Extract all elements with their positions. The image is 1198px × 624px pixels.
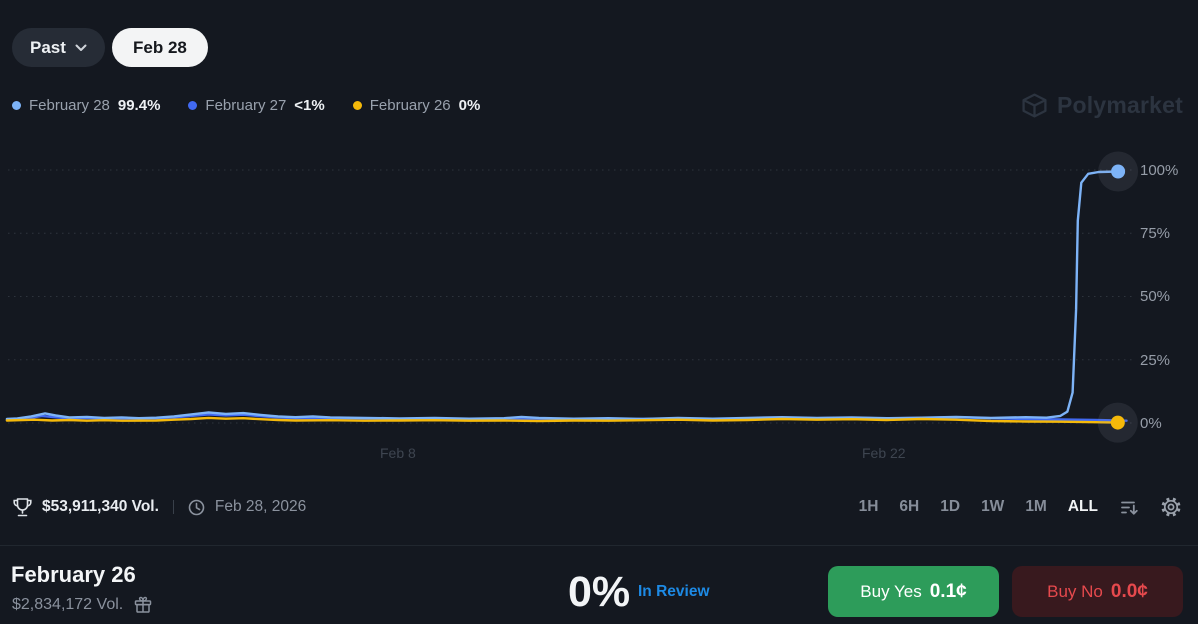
range-button-1d[interactable]: 1D xyxy=(940,498,961,515)
settings-button[interactable] xyxy=(1160,496,1182,518)
price-chart[interactable] xyxy=(0,150,1198,480)
polymarket-logo-icon xyxy=(1022,93,1047,118)
range-button-1h[interactable]: 1H xyxy=(858,498,879,515)
chevron-down-icon xyxy=(75,44,87,51)
legend-dot xyxy=(12,101,21,110)
market-end-date: Feb 28, 2026 xyxy=(214,498,307,515)
range-button-1m[interactable]: 1M xyxy=(1025,498,1047,515)
legend-dot xyxy=(188,101,198,110)
polymarket-watermark: Polymarket xyxy=(1021,92,1183,119)
divider xyxy=(172,500,174,514)
time-range-bar: 1H 6H 1D 1W 1M ALL xyxy=(859,494,1182,520)
y-axis-tick-label: 25% xyxy=(1140,352,1171,369)
market-stats-row: $53,911,340 Vol. Feb 28, 2026 xyxy=(13,495,306,519)
legend-item-feb-27[interactable]: February 27 <1% xyxy=(188,97,325,114)
y-axis-tick-label: 100% xyxy=(1140,162,1179,179)
x-axis-tick-label: Feb 22 xyxy=(862,445,906,461)
buy-no-label: Buy No xyxy=(1047,581,1103,601)
sort-descending-icon xyxy=(1121,501,1138,515)
range-button-6h[interactable]: 6H xyxy=(899,498,920,515)
x-axis-tick-label: Feb 8 xyxy=(380,445,416,461)
outcome-chance: 0% xyxy=(568,568,631,616)
gift-icon[interactable] xyxy=(134,596,152,614)
buy-yes-price: 0.1¢ xyxy=(929,580,967,602)
legend-label: February 26 xyxy=(369,97,451,114)
buy-no-button[interactable]: Buy No 0.0¢ xyxy=(1012,566,1183,617)
past-dropdown-label: Past xyxy=(30,37,66,57)
y-axis-tick-label: 50% xyxy=(1140,288,1171,305)
legend-item-feb-26[interactable]: February 26 0% xyxy=(352,97,481,114)
legend-label: February 27 xyxy=(205,97,287,114)
chart-legend: February 28 99.4% February 27 <1% Februa… xyxy=(12,97,480,114)
series-end-dot-feb-26 xyxy=(1110,415,1125,430)
y-axis-tick-label: 75% xyxy=(1140,225,1171,242)
legend-dot xyxy=(352,101,362,110)
legend-label: February 28 xyxy=(29,97,110,114)
past-dropdown-button[interactable]: Past xyxy=(12,28,105,67)
market-volume: $53,911,340 Vol. xyxy=(42,498,159,515)
legend-item-feb-28[interactable]: February 28 99.4% xyxy=(12,97,160,114)
buy-yes-label: Buy Yes xyxy=(860,581,922,601)
y-axis-tick-label: 0% xyxy=(1140,415,1162,432)
polymarket-logo-text: Polymarket xyxy=(1056,92,1183,118)
outcome-volume-row: $2,834,172 Vol. xyxy=(12,596,152,614)
range-button-all[interactable]: ALL xyxy=(1067,498,1098,515)
trophy-icon xyxy=(13,497,32,516)
outcome-volume: $2,834,172 Vol. xyxy=(12,596,124,613)
gear-icon xyxy=(1161,497,1181,517)
range-button-1w[interactable]: 1W xyxy=(981,498,1005,515)
series-line-feb-26 xyxy=(5,416,1120,424)
legend-value: 0% xyxy=(458,97,481,114)
date-filter-label: Feb 28 xyxy=(133,37,187,57)
legend-value: 99.4% xyxy=(117,97,161,114)
outcome-title: February 26 xyxy=(11,562,136,587)
legend-value: <1% xyxy=(294,97,325,114)
series-end-dot-feb-28 xyxy=(1111,164,1126,179)
series-line-feb-28 xyxy=(5,170,1120,421)
outcome-row: February 26 $2,834,172 Vol. 0% In Review… xyxy=(0,545,1198,624)
date-filter-pill[interactable]: Feb 28 xyxy=(112,28,208,67)
buy-yes-button[interactable]: Buy Yes 0.1¢ xyxy=(828,566,999,617)
buy-no-price: 0.0¢ xyxy=(1110,580,1148,602)
sort-button[interactable] xyxy=(1119,497,1139,517)
status-badge[interactable]: In Review xyxy=(638,583,710,600)
clock-icon xyxy=(188,499,205,515)
